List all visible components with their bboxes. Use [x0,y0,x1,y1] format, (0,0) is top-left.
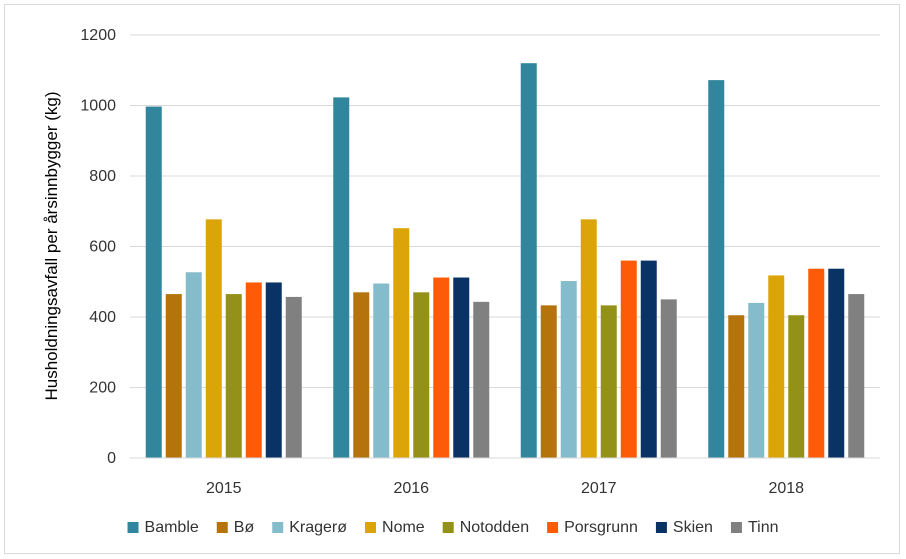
y-tick-label: 1200 [80,27,116,44]
bar-skien-2017 [641,261,657,458]
legend-label: Bø [234,519,255,536]
legend-item: Notodden [443,519,529,536]
legend-item: Bø [217,519,255,536]
bar-porsgrunn-2018 [808,269,824,458]
bar-notodden-2017 [601,305,617,458]
legend-swatch [128,522,139,533]
y-tick-label: 200 [89,380,116,397]
y-tick-label: 800 [89,168,116,185]
x-tick-label: 2018 [768,480,804,497]
bar-tinn-2017 [661,299,677,458]
bar-bø-2015 [166,294,182,458]
bar-tinn-2015 [286,297,302,458]
bar-nome-2016 [393,228,409,458]
legend: Bamble Bø Kragerø Nome Notodden Porsgrunn Skie… [128,519,779,536]
y-axis-title: Husholdningsavfall per årsinnbygger (kg) [42,92,61,401]
bar-kragerø-2017 [561,281,577,458]
bar-bamble-2016 [333,97,349,458]
legend-item: Nome [365,519,425,536]
legend-label: Bamble [145,519,199,536]
legend-swatch [217,522,228,533]
y-tick-label: 1000 [80,98,116,115]
legend-item: Kragerø [272,519,347,536]
legend-item: Bamble [128,519,199,536]
legend-label: Nome [382,519,425,536]
x-tick-labels: 2015 2016 2017 2018 [206,480,804,497]
legend-label: Tinn [748,519,779,536]
bar-skien-2018 [828,269,844,458]
bar-notodden-2016 [413,292,429,458]
legend-swatch [731,522,742,533]
x-tick-label: 2016 [393,480,429,497]
y-tick-labels: 0 200 400 600 800 1000 1200 [80,27,116,467]
bar-bamble-2018 [708,80,724,458]
legend-item: Skien [656,519,713,536]
bar-kragerø-2016 [373,284,389,458]
legend-swatch [443,522,454,533]
bar-nome-2017 [581,219,597,458]
legend-swatch [656,522,667,533]
legend-label: Porsgrunn [564,519,638,536]
bar-bamble-2015 [146,107,162,458]
gridlines [130,35,880,388]
legend-swatch [547,522,558,533]
legend-item: Porsgrunn [547,519,638,536]
bars [146,63,865,458]
bar-bø-2017 [541,305,557,458]
legend-item: Tinn [731,519,779,536]
bar-tinn-2018 [848,294,864,458]
legend-label: Skien [673,519,713,536]
x-tick-label: 2015 [206,480,242,497]
x-tick-label: 2017 [581,480,617,497]
bar-kragerø-2015 [186,272,202,458]
bar-notodden-2015 [226,294,242,458]
bar-porsgrunn-2017 [621,261,637,458]
legend-swatch [272,522,283,533]
bar-porsgrunn-2015 [246,282,262,458]
bar-bø-2016 [353,292,369,458]
y-tick-label: 600 [89,239,116,256]
bar-tinn-2016 [473,302,489,458]
bar-skien-2015 [266,282,282,458]
y-tick-label: 400 [89,309,116,326]
legend-label: Notodden [460,519,529,536]
bar-kragerø-2018 [748,303,764,458]
bar-nome-2015 [206,219,222,458]
bar-porsgrunn-2016 [433,278,449,458]
bar-bø-2018 [728,315,744,458]
bar-nome-2018 [768,275,784,458]
bar-skien-2016 [453,278,469,458]
legend-swatch [365,522,376,533]
legend-label: Kragerø [289,519,347,536]
y-tick-label: 0 [107,450,116,467]
bar-bamble-2017 [521,63,537,458]
bar-notodden-2018 [788,315,804,458]
